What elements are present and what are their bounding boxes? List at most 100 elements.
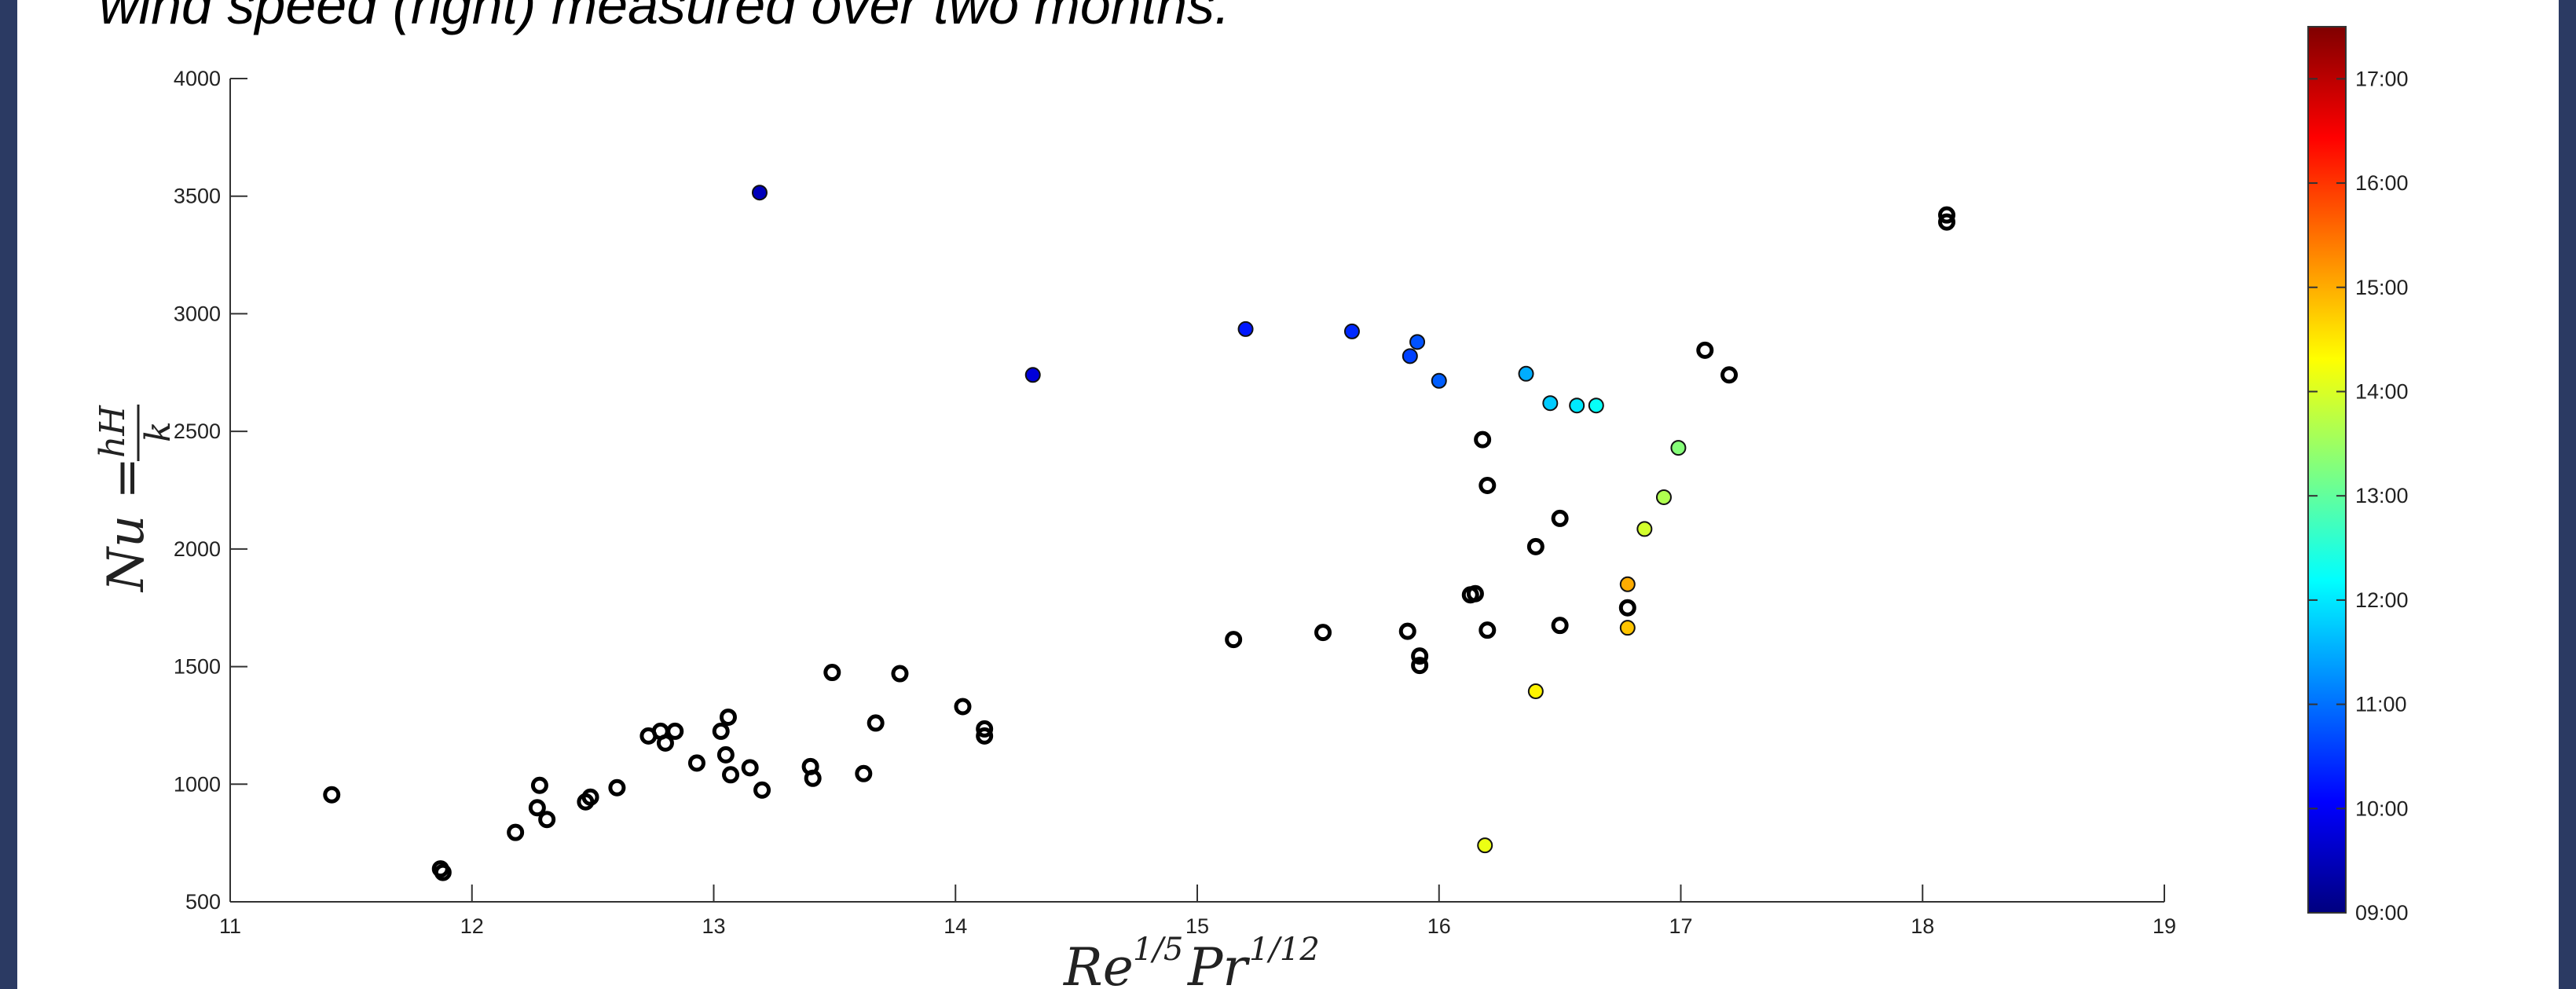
data-point-colored (1527, 683, 1544, 700)
data-point-open (1551, 617, 1569, 635)
data-point-open (507, 823, 525, 841)
data-point-colored (1477, 837, 1493, 854)
data-point-colored (1588, 397, 1604, 414)
data-point-colored (1542, 395, 1559, 412)
data-point-open (434, 863, 452, 881)
y-axis-title: Nu = hH k (93, 405, 178, 593)
data-point-open (1618, 599, 1636, 617)
colorbar-tick-label: 14:00 (2355, 379, 2409, 403)
scatter-chart: 11 12 13 14 15 16 17 18 19 500 1000 1500 2000 2500 30… (93, 26, 2409, 989)
xlabel-mid: Pr (1187, 937, 1250, 989)
data-point-colored (1402, 348, 1418, 364)
x-axis-title: Re 1/5 Pr 1/12 (1063, 932, 1320, 989)
x-tick-label: 16 (1427, 914, 1451, 938)
colorbar-tick-label: 10:00 (2355, 797, 2409, 820)
data-point-colored (1431, 372, 1447, 389)
ylabel-numerator: hH (93, 405, 133, 458)
x-tick-label: 13 (702, 914, 725, 938)
data-point-open (719, 708, 737, 726)
data-point-open (1314, 624, 1332, 642)
y-tick-label: 4000 (174, 67, 221, 90)
ylabel-lhs: Nu = (97, 457, 156, 593)
xlabel-base: Re (1063, 937, 1134, 989)
data-point-open (1466, 584, 1484, 603)
colorbar-tick-label: 09:00 (2355, 901, 2409, 925)
x-ticks: 11 12 13 14 15 16 17 18 19 (219, 885, 2176, 938)
data-point-open (323, 786, 341, 804)
data-point-colored (1409, 334, 1426, 350)
open-points (323, 206, 1956, 881)
x-tick-label: 14 (944, 914, 967, 938)
x-tick-label: 15 (1185, 914, 1209, 938)
xlabel-exp2: 1/12 (1249, 932, 1320, 968)
data-point-open (855, 764, 873, 782)
data-point-open (1225, 631, 1243, 649)
data-point-open (687, 754, 705, 772)
data-point-open (891, 665, 909, 683)
y-tick-label: 2000 (174, 537, 221, 561)
data-point-open (823, 664, 841, 682)
colorbar: 09:00 10:00 11:00 12:00 13:00 14:00 15:00 16:00… (2307, 26, 2409, 925)
data-point-colored (1237, 321, 1254, 337)
data-point-open (954, 698, 972, 716)
data-point-open (1411, 647, 1429, 665)
data-point-colored (1655, 489, 1672, 505)
colored-points (751, 185, 1687, 854)
data-point-open (712, 722, 730, 740)
data-point-colored (1636, 521, 1653, 537)
y-tick-label: 1000 (174, 772, 221, 796)
colorbar-tick-label: 15:00 (2355, 276, 2409, 299)
data-point-open (1720, 366, 1739, 384)
data-point-open (530, 776, 548, 794)
data-point-colored (1619, 620, 1636, 636)
data-point-open (1479, 621, 1497, 639)
colorbar-ticks: 09:00 10:00 11:00 12:00 13:00 14:00 15:00 16:00… (2308, 67, 2409, 925)
y-ticks: 500 1000 1500 2000 2500 3000 3500 4000 (174, 67, 247, 914)
data-point-open (716, 745, 735, 764)
colorbar-tick-label: 11:00 (2355, 693, 2407, 716)
data-point-open (1526, 537, 1545, 555)
data-point-open (722, 766, 740, 784)
data-point-colored (1670, 440, 1687, 456)
data-point-open (976, 720, 994, 738)
y-tick-label: 2500 (174, 419, 221, 443)
axes (229, 79, 2164, 903)
data-point-open (1474, 430, 1492, 449)
data-point-open (1696, 341, 1714, 359)
colorbar-tick-label: 13:00 (2355, 484, 2409, 507)
data-point-open (581, 788, 599, 806)
colorbar-tick-label: 16:00 (2355, 171, 2409, 195)
data-point-open (1938, 213, 1956, 231)
x-tick-label: 17 (1669, 914, 1692, 938)
y-tick-label: 3500 (174, 185, 221, 208)
data-point-colored (751, 185, 768, 201)
ylabel-denominator: k (138, 421, 178, 442)
data-point-colored (1619, 576, 1636, 592)
data-point-open (741, 759, 759, 777)
data-point-open (608, 778, 626, 797)
data-point-colored (1518, 365, 1534, 382)
x-tick-label: 11 (219, 914, 241, 938)
colorbar-gradient (2307, 26, 2347, 914)
data-point-open (976, 727, 994, 745)
data-point-colored (1024, 367, 1041, 383)
x-tick-label: 18 (1911, 914, 1934, 938)
data-point-colored (1343, 323, 1360, 339)
data-point-open (666, 722, 684, 740)
data-point-open (1398, 622, 1416, 640)
figure-caption: wind speed (right) measured over two mon… (99, 0, 1230, 35)
data-point-open (1411, 657, 1429, 675)
data-point-open (1938, 206, 1956, 224)
data-point-open (528, 799, 546, 817)
data-point-colored (1569, 397, 1585, 414)
data-point-open (656, 734, 674, 752)
y-tick-label: 500 (185, 890, 221, 914)
y-tick-label: 1500 (174, 655, 221, 679)
xlabel-exp1: 1/5 (1133, 932, 1183, 968)
data-point-open (867, 714, 885, 732)
data-point-open (1551, 509, 1569, 527)
data-point-open (538, 811, 556, 829)
x-tick-label: 12 (460, 914, 484, 938)
y-tick-label: 3000 (174, 302, 221, 325)
